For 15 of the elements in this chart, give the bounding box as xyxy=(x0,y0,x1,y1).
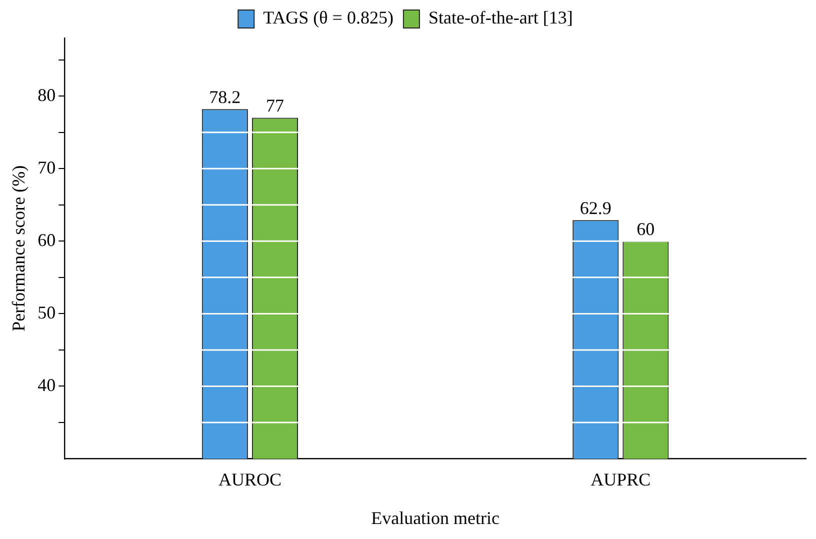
data-label: 60 xyxy=(636,218,655,239)
x-axis-title: Evaluation metric xyxy=(371,508,500,528)
data-label: 78.2 xyxy=(209,86,241,107)
y-tick-label: 60 xyxy=(38,230,56,250)
y-tick-label: 80 xyxy=(38,84,56,105)
legend-label: TAGS (θ = 0.825) xyxy=(263,8,394,28)
data-label: 62.9 xyxy=(580,198,612,218)
data-label: 77 xyxy=(266,96,284,116)
y-tick-label: 70 xyxy=(38,157,56,178)
x-tick-label: AUROC xyxy=(218,469,282,490)
y-axis-title: Performance score (%) xyxy=(8,165,29,332)
y-tick-label: 40 xyxy=(38,374,56,395)
legend-label: State-of-the-art [13] xyxy=(428,8,573,28)
x-tick-label: AUPRC xyxy=(590,469,651,490)
y-tick-label: 50 xyxy=(38,302,56,322)
